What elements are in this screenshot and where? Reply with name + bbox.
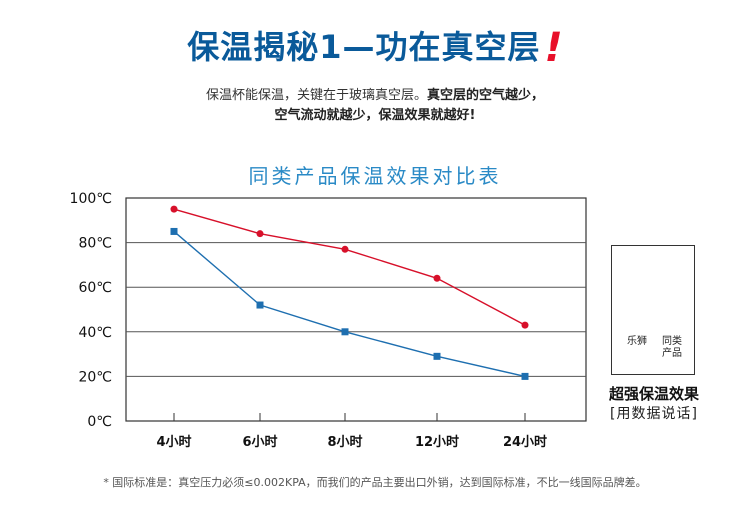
intro-line-1: 保温杯能保温，关键在于玻璃真空层。真空层的空气越少， <box>0 84 750 103</box>
y-tick-label: 0℃ <box>87 414 112 430</box>
data-point <box>170 227 178 235</box>
intro-line-2: 空气流动就越少，保温效果就越好! <box>0 104 750 123</box>
exclamation-mark: ! <box>544 25 563 71</box>
headline-text: 保温揭秘1—功在真空层 <box>187 28 541 66</box>
data-point <box>433 352 441 360</box>
y-tick-label: 60℃ <box>78 280 112 296</box>
x-tick-label: 4小时 <box>156 434 191 450</box>
data-point <box>256 230 264 238</box>
data-point <box>341 328 349 336</box>
legend-caption: 超强保温效果 <box>608 385 699 403</box>
headline: 保温揭秘1—功在真空层! <box>0 22 750 71</box>
chart-title: 同类产品保温效果对比表 <box>248 164 502 188</box>
y-tick-label: 100℃ <box>70 191 112 207</box>
legend-label-lesi: 乐狮 <box>627 336 647 347</box>
data-point <box>433 274 441 282</box>
data-point <box>341 245 349 253</box>
y-tick-label: 80℃ <box>78 236 112 252</box>
footnote: * 国际标准是：真空压力必须≤0.002KPA，而我们的产品主要出口外销，达到国… <box>103 476 647 489</box>
legend-label-other: 同类 产品 <box>662 336 682 359</box>
x-tick-label: 12小时 <box>415 434 459 450</box>
x-tick-label: 8小时 <box>327 434 362 450</box>
legend-box: 乐狮 同类 产品 <box>611 245 695 375</box>
plot-frame <box>125 197 587 422</box>
data-point <box>521 321 529 329</box>
legend-subcaption: [用数据说话] <box>610 406 698 422</box>
intro-line-1-bold: 真空层的空气越少， <box>427 88 545 103</box>
data-point <box>521 372 529 380</box>
y-tick-label: 40℃ <box>78 325 112 341</box>
data-point <box>170 205 178 213</box>
x-tick-label: 6小时 <box>242 434 277 450</box>
intro-line-2-bold: 空气流动就越少，保温效果就越好! <box>274 108 476 123</box>
x-tick-label: 24小时 <box>503 434 547 450</box>
intro-line-1-normal: 保温杯能保温，关键在于玻璃真空层。 <box>205 88 427 103</box>
data-point <box>256 301 264 309</box>
y-tick-label: 20℃ <box>78 369 112 385</box>
